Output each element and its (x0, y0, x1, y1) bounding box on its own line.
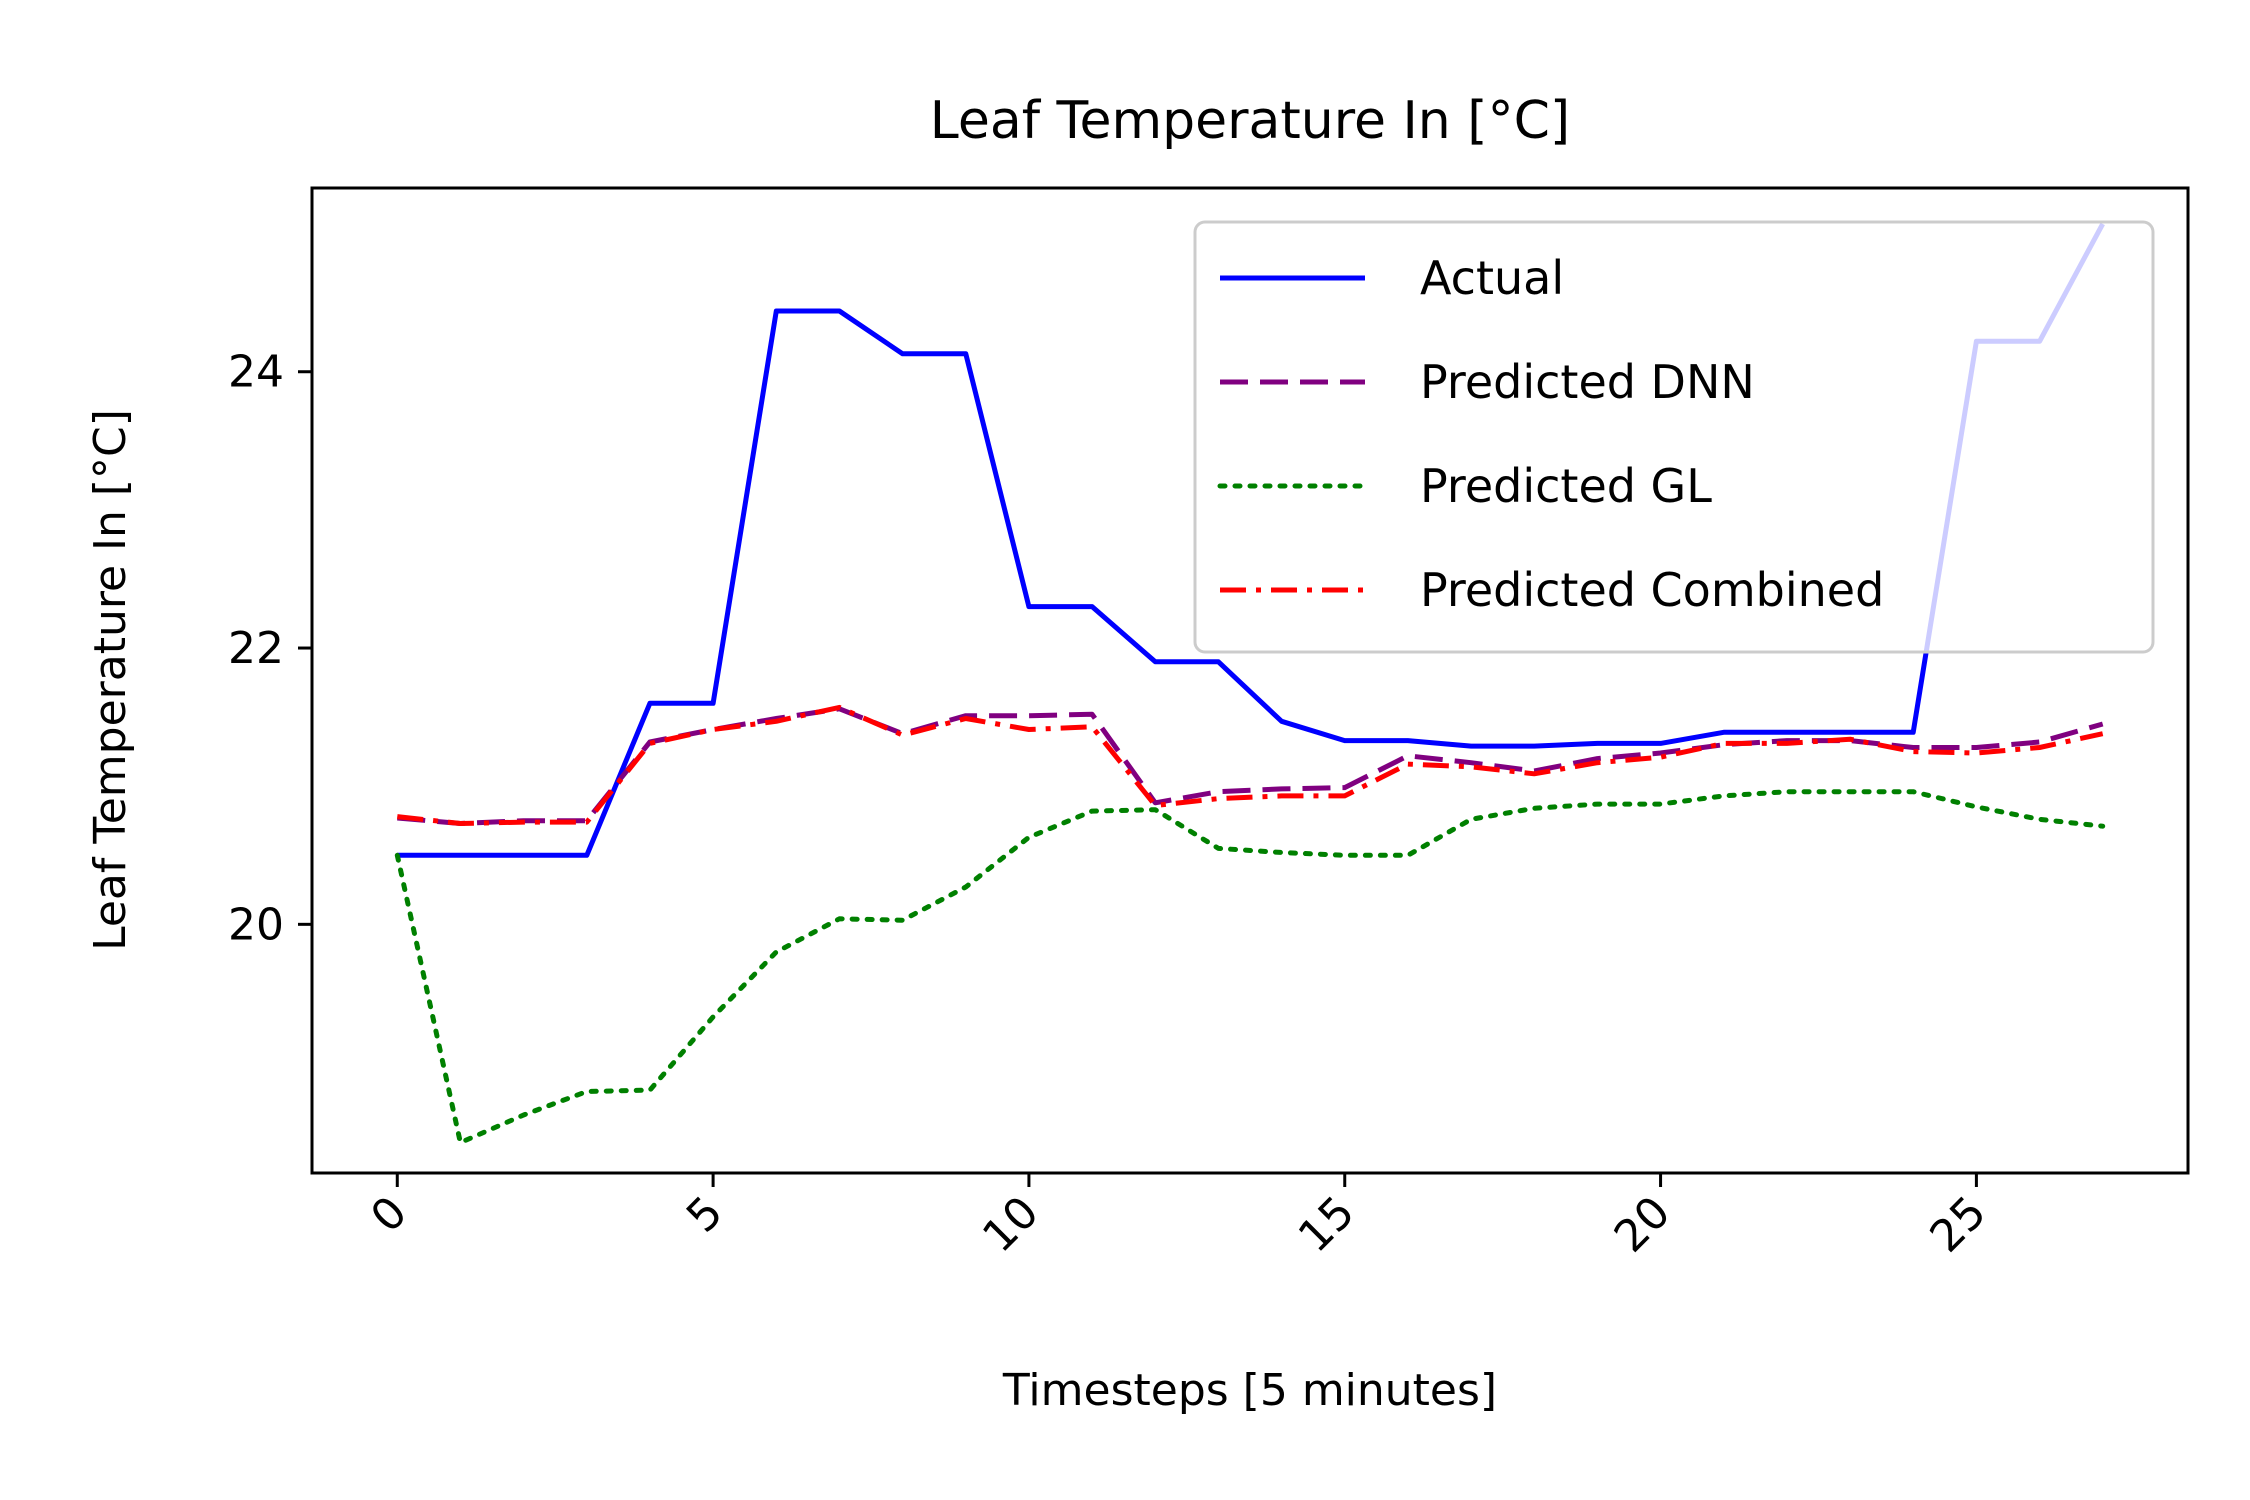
y-tick-label: 22 (228, 623, 284, 674)
series-line-2 (394, 789, 2106, 1146)
legend-label-0: Actual (1420, 251, 1564, 305)
legend-entries: Actual Predicted DNN Predicted GL Predicted… (1217, 251, 1884, 617)
plot-lines (394, 222, 2106, 1146)
x-axis-label: Timesteps [5 minutes] (1002, 1365, 1497, 1416)
y-tick-label: 24 (228, 347, 284, 398)
legend-label-3: Predicted Combined (1420, 563, 1884, 617)
legend-label-2: Predicted GL (1420, 459, 1712, 513)
y-axis-label: Leaf Temperature In [°C] (85, 409, 136, 951)
y-axis-ticks: 20 22 24 (228, 347, 312, 950)
chart-title: Leaf Temperature In [°C] (930, 91, 1570, 151)
legend-box (1193, 220, 2155, 654)
legend-label-1: Predicted DNN (1420, 355, 1755, 409)
legend: Actual Predicted DNN Predicted GL Predicted… (1193, 220, 2155, 654)
series-line-3 (397, 704, 2104, 826)
y-tick-label: 20 (228, 899, 284, 950)
plot-frame (310, 186, 2190, 1175)
series-line-0 (397, 222, 2105, 858)
